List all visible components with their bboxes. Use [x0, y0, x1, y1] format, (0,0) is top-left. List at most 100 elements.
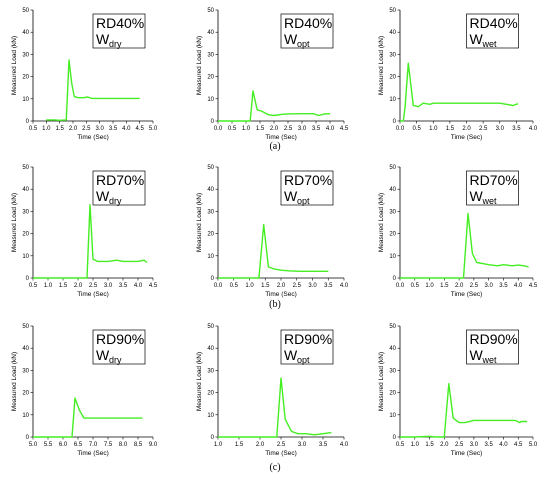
x-tick-label: 4.5 [514, 442, 523, 448]
x-tick-label: 5.0 [149, 126, 158, 132]
x-tick-label: 2.0 [270, 126, 279, 132]
legend-symbol: W [470, 31, 484, 47]
x-tick-label: 1.5 [59, 283, 68, 289]
x-tick-label: 7.0 [89, 442, 98, 448]
y-tick-label: 10 [207, 413, 214, 419]
x-tick-label: 2.0 [256, 442, 265, 448]
x-tick-label: 3.0 [298, 126, 307, 132]
y-tick-label: 20 [22, 232, 29, 238]
x-axis-title: Time (Sec) [77, 134, 109, 141]
y-tick-label: 50 [22, 165, 29, 171]
legend-box [280, 329, 334, 365]
y-tick-label: 0 [26, 276, 30, 282]
x-tick-label: 3.5 [312, 126, 321, 132]
x-tick-label: 4.0 [529, 126, 538, 132]
y-tick-label: 10 [22, 413, 29, 419]
x-tick-label: 4.0 [340, 283, 349, 289]
legend-title: RD90% [284, 331, 332, 347]
x-tick-label: 2.0 [455, 283, 464, 289]
panel-7: 5.0 5.5 6.0 6.5 7.0 7.5 8.0 8.5 9.0 0 10 20 30 40 50 Ti… [11, 324, 158, 457]
y-tick-label: 0 [211, 119, 215, 125]
x-tick-label: 7.5 [104, 442, 113, 448]
y-axis-title: Measured Load (kN) [378, 36, 385, 95]
legend-title: RD70% [284, 172, 332, 188]
x-tick-label: 2.0 [277, 283, 286, 289]
x-tick-label: 4.5 [135, 126, 144, 132]
y-tick-label: 40 [389, 30, 396, 36]
series-line [218, 223, 329, 279]
y-tick-label: 0 [211, 276, 215, 282]
series-line [218, 90, 331, 122]
y-tick-label: 20 [389, 75, 396, 81]
x-tick-label: 1.0 [42, 126, 51, 132]
x-tick-label: 2.5 [470, 283, 479, 289]
x-tick-label: 2.5 [293, 283, 302, 289]
y-tick-label: 10 [22, 254, 29, 260]
y-tick-label: 20 [22, 391, 29, 397]
x-tick-label: 1.5 [256, 126, 265, 132]
x-axis-title: Time (Sec) [265, 134, 297, 141]
y-tick-label: 50 [389, 324, 396, 330]
x-tick-label: 3.5 [109, 126, 118, 132]
x-tick-label: 0.5 [29, 126, 38, 132]
x-tick-label: 4.0 [326, 126, 335, 132]
x-tick-label: 1.0 [44, 283, 53, 289]
y-axis-title: Measured Load (kN) [196, 36, 203, 95]
y-tick-label: 30 [389, 209, 396, 215]
legend-title: RD90% [96, 331, 144, 347]
legend-subscript: dry [109, 196, 122, 206]
y-tick-label: 50 [207, 8, 214, 14]
y-tick-label: 0 [393, 119, 397, 125]
y-axis-title: Measured Load (kN) [11, 352, 18, 411]
x-axis-title: Time (Sec) [77, 450, 109, 457]
legend-symbol: W [470, 347, 484, 363]
x-tick-label: 3.5 [499, 283, 508, 289]
panel-6: 0.0 0.5 1.0 1.5 2.0 2.5 3.0 3.5 4.0 4.5 0 10 20 30 40 5… [378, 165, 538, 298]
x-tick-label: 1.0 [429, 126, 438, 132]
legend-subscript: wet [482, 39, 498, 49]
legend-title: RD40% [96, 15, 144, 31]
y-tick-label: 30 [207, 368, 214, 374]
y-axis-title: Measured Load (kN) [196, 352, 203, 411]
legend-symbol: W [96, 31, 110, 47]
x-tick-label: 2.5 [89, 283, 98, 289]
x-tick-label: 0.5 [230, 283, 239, 289]
x-tick-label: 2.5 [284, 126, 293, 132]
y-tick-label: 50 [389, 8, 396, 14]
x-tick-label: 4.5 [149, 283, 158, 289]
y-tick-label: 30 [22, 52, 29, 58]
x-tick-label: 3.5 [319, 442, 328, 448]
x-tick-label: 1.5 [446, 126, 455, 132]
series-line [400, 212, 529, 279]
legend-box [92, 170, 146, 206]
x-tick-label: 4.0 [514, 283, 523, 289]
x-tick-label: 3.5 [484, 442, 493, 448]
y-tick-label: 40 [389, 187, 396, 193]
y-axis-title: Measured Load (kN) [11, 36, 18, 95]
x-tick-label: 0.5 [396, 442, 405, 448]
x-tick-label: 5.0 [529, 442, 538, 448]
x-tick-label: 2.5 [82, 126, 91, 132]
legend-box [280, 13, 334, 49]
row-label-a: (a) [269, 141, 280, 152]
x-tick-label: 0.5 [228, 126, 237, 132]
legend-subscript: dry [109, 39, 122, 49]
y-tick-label: 30 [207, 52, 214, 58]
x-tick-label: 0.5 [29, 283, 38, 289]
x-tick-label: 3.0 [496, 126, 505, 132]
legend-title: RD70% [470, 172, 518, 188]
y-tick-label: 0 [211, 435, 215, 441]
y-axis-title: Measured Load (kN) [196, 193, 203, 252]
x-tick-label: 2.0 [69, 126, 78, 132]
row-label-b: (b) [269, 299, 281, 310]
y-tick-label: 10 [389, 97, 396, 103]
x-tick-label: 3.0 [298, 442, 307, 448]
y-tick-label: 10 [207, 97, 214, 103]
x-tick-label: 2.5 [455, 442, 464, 448]
x-tick-label: 5.0 [29, 442, 38, 448]
y-tick-label: 10 [389, 254, 396, 260]
x-tick-label: 1.0 [411, 442, 420, 448]
x-tick-label: 4.0 [122, 126, 131, 132]
x-axis-title: Time (Sec) [77, 291, 109, 298]
